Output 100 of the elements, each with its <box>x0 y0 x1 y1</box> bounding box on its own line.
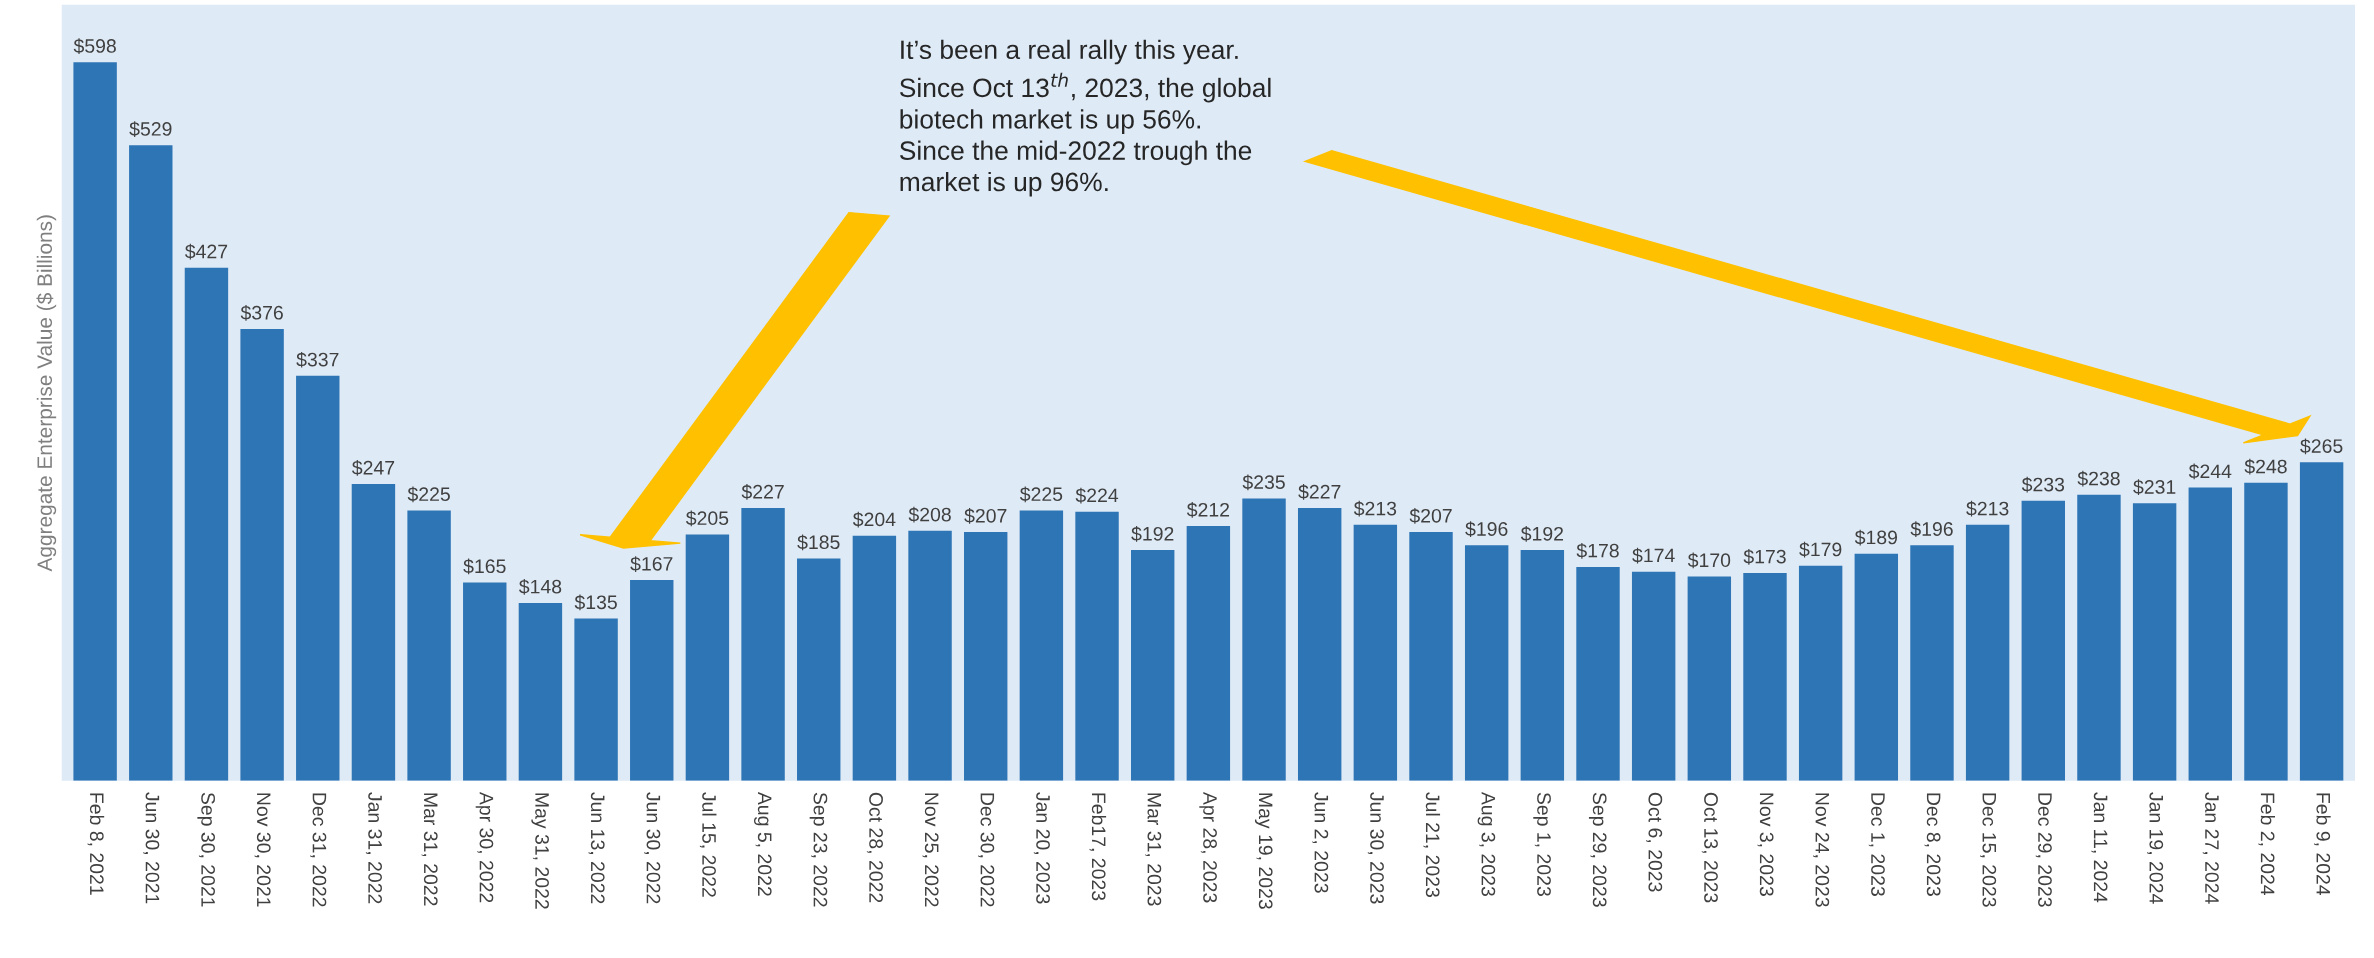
bar <box>1131 550 1175 781</box>
data-label: $224 <box>1075 487 1119 504</box>
bar <box>2244 482 2288 781</box>
x-tick-label: Feb17, 2023 <box>1089 793 1107 901</box>
bar <box>1464 545 1509 781</box>
bar <box>407 510 451 781</box>
x-tick-label: Sep 1, 2023 <box>1533 792 1551 896</box>
data-label: $192 <box>1520 526 1563 542</box>
data-label: $207 <box>964 508 1007 524</box>
data-label: $231 <box>2133 479 2176 495</box>
data-label: $167 <box>630 556 673 572</box>
data-label: $212 <box>1186 502 1230 518</box>
data-label: $196 <box>1465 521 1508 538</box>
bar <box>1687 576 1732 781</box>
data-label: $135 <box>574 594 617 611</box>
data-label: $265 <box>2300 438 2343 455</box>
bar <box>518 602 563 781</box>
x-tick-label: Jun 30, 2022 <box>644 792 661 904</box>
data-label: $170 <box>1687 552 1731 569</box>
bar <box>1631 571 1676 781</box>
bar <box>463 582 507 781</box>
data-label: $376 <box>240 305 283 321</box>
bar <box>2077 494 2121 781</box>
bar <box>685 534 730 781</box>
x-tick-label: Apr 30, 2022 <box>475 791 494 903</box>
bar <box>240 329 284 781</box>
x-tick-label: Jan 19, 2024 <box>2147 792 2164 904</box>
bar <box>852 535 897 781</box>
bar <box>129 145 173 781</box>
x-tick-label: Dec 15, 2023 <box>1980 793 1997 907</box>
data-label: $233 <box>2021 476 2065 493</box>
x-tick-label: Dec 29, 2023 <box>2035 793 2052 907</box>
x-tick-label: Nov 24, 2023 <box>1813 793 1830 907</box>
data-label: $337 <box>296 351 339 368</box>
bar <box>1186 526 1231 781</box>
x-tick-label: Oct 6, 2023 <box>1646 792 1663 892</box>
data-label: $227 <box>1298 484 1341 500</box>
data-label: $148 <box>519 578 562 595</box>
x-tick-label: Jul 21, 2023 <box>1423 792 1441 897</box>
x-tick-label: Nov 30, 2021 <box>254 793 271 907</box>
x-tick-label: Nov 25, 2022 <box>922 793 939 907</box>
data-label: $244 <box>2188 463 2232 480</box>
bar <box>2132 503 2177 781</box>
bar <box>73 62 117 781</box>
bar <box>741 508 785 781</box>
x-tick-label: Aug 5, 2022 <box>754 791 772 896</box>
bar <box>1798 565 1843 781</box>
x-tick-label: Aug 3, 2023 <box>1477 791 1496 896</box>
x-tick-label: Apr 28, 2023 <box>1199 791 1217 903</box>
x-tick-label: May 19, 2023 <box>1254 793 1273 909</box>
x-tick-label: Jul 15, 2022 <box>699 792 717 897</box>
x-tick-label: Dec 31, 2022 <box>310 793 327 907</box>
data-label: $204 <box>852 511 896 528</box>
data-label: $178 <box>1576 542 1619 559</box>
x-tick-label: Feb 2, 2024 <box>2258 793 2276 896</box>
bar <box>184 267 229 781</box>
data-label: $427 <box>185 243 228 260</box>
bar <box>1854 553 1899 781</box>
bar <box>1075 511 1119 781</box>
data-label: $529 <box>129 121 172 137</box>
data-label: $174 <box>1632 547 1675 564</box>
data-label: $247 <box>352 460 395 476</box>
data-label: $179 <box>1799 541 1842 558</box>
x-tick-label: Sep 29, 2023 <box>1588 792 1607 907</box>
data-label: $213 <box>1966 500 2009 517</box>
data-label: $227 <box>741 484 784 500</box>
data-label: $173 <box>1743 548 1786 565</box>
bar <box>1576 566 1620 781</box>
data-label: $189 <box>1854 529 1898 546</box>
x-tick-label: Jan 11, 2024 <box>2091 792 2108 903</box>
bar <box>1353 524 1398 781</box>
data-label: $225 <box>1019 486 1063 503</box>
x-tick-label: Mar 31, 2023 <box>1145 793 1162 906</box>
bar <box>1019 510 1064 781</box>
bar <box>1297 508 1342 781</box>
x-tick-label: Oct 28, 2022 <box>866 792 883 903</box>
bar <box>2021 500 2066 781</box>
bar <box>2299 462 2344 781</box>
bar <box>964 532 1008 781</box>
bar <box>1910 545 1954 781</box>
x-tick-label: Sep 23, 2022 <box>809 792 828 907</box>
bar <box>1520 550 1565 781</box>
data-label: $185 <box>797 534 840 551</box>
x-tick-label: Jan 27, 2024 <box>2202 792 2219 904</box>
x-tick-label: Dec 30, 2022 <box>978 793 995 907</box>
data-label: $248 <box>2244 458 2287 475</box>
bar <box>797 558 841 781</box>
data-label: $196 <box>1910 521 1953 538</box>
data-label: $598 <box>73 38 116 55</box>
annotation: It’s been a real rally this year. Since Oct 13$^{th}$, 2023, the global biotech market is up 56%. Since the mid-2022 trough the market is up 96%. <box>899 39 1271 197</box>
x-tick-label: Dec 1, 2023 <box>1868 793 1885 896</box>
x-tick-label: Nov 3, 2023 <box>1757 793 1774 896</box>
data-label: $225 <box>407 486 450 503</box>
x-tick-label: Feb 9, 2024 <box>2314 793 2331 896</box>
data-label: $208 <box>908 506 951 523</box>
y-axis-title: Aggregate Enterprise Value ($ Billions) <box>36 215 57 572</box>
x-tick-label: Sep 30, 2021 <box>197 792 215 907</box>
data-label: $207 <box>1409 508 1452 524</box>
x-tick-label: Jan 31, 2022 <box>365 792 382 904</box>
bar <box>351 484 396 781</box>
